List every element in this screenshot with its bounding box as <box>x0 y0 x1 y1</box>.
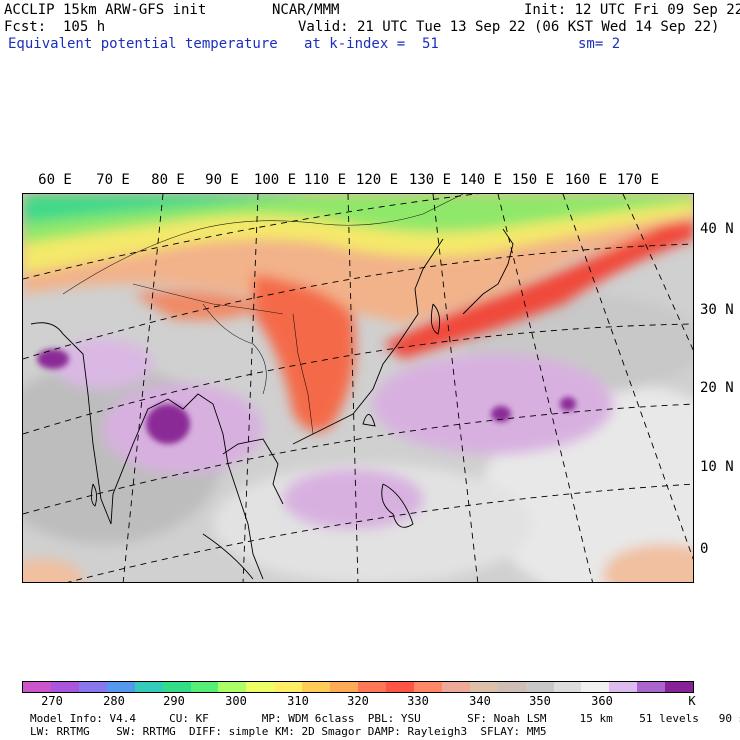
colorbar-swatch <box>274 682 303 692</box>
lat-label: 30 N <box>700 302 734 318</box>
lon-label: 130 E <box>408 172 452 188</box>
org-label: NCAR/MMM <box>272 2 340 18</box>
colorbar-tick: 360 <box>591 694 613 708</box>
colorbar-units: K <box>688 694 696 708</box>
colorbar-tick: 270 <box>41 694 63 708</box>
colorbar-swatch <box>302 682 331 692</box>
model-title: ACCLIP 15km ARW-GFS init <box>4 2 207 18</box>
colorbar-swatch <box>78 682 107 692</box>
colorbar <box>22 681 694 693</box>
colorbar-swatch <box>637 682 666 692</box>
colorbar-swatch <box>665 682 694 692</box>
colorbar-swatch <box>23 682 51 692</box>
colorbar-swatch <box>497 682 526 692</box>
colorbar-swatch <box>162 682 191 692</box>
colorbar-swatch <box>246 682 275 692</box>
colorbar-tick: 280 <box>103 694 125 708</box>
colorbar-tick: 340 <box>469 694 491 708</box>
lon-label: 60 E <box>38 172 72 188</box>
smoothing-label: sm= 2 <box>578 36 621 52</box>
colorbar-swatch <box>413 682 442 692</box>
lon-label: 90 E <box>205 172 239 188</box>
lat-label: 0 <box>700 541 709 557</box>
colorbar-swatch <box>441 682 470 692</box>
forecast-hour: Fcst: 105 h <box>4 19 106 35</box>
colorbar-swatch <box>385 682 414 692</box>
colorbar-swatch <box>609 682 638 692</box>
lat-label: 20 N <box>700 380 734 396</box>
valid-time: Valid: 21 UTC Tue 13 Sep 22 (06 KST Wed … <box>298 19 720 35</box>
colorbar-swatch <box>469 682 498 692</box>
lon-label: 160 E <box>564 172 608 188</box>
model-info-line2: LW: RRTMG SW: RRTMG DIFF: simple KM: 2D … <box>30 725 547 738</box>
colorbar-swatch <box>106 682 135 692</box>
colorbar-swatch <box>330 682 359 692</box>
colorbar-swatch <box>134 682 163 692</box>
lon-label: 110 E <box>303 172 347 188</box>
colorbar-swatch <box>581 682 610 692</box>
theta-e-map <box>22 193 694 583</box>
lat-label: 10 N <box>700 459 734 475</box>
lon-label: 150 E <box>511 172 555 188</box>
colorbar-swatch <box>190 682 219 692</box>
init-time: Init: 12 UTC Fri 09 Sep 22 <box>524 2 740 18</box>
colorbar-swatch <box>525 682 554 692</box>
colorbar-tick: 290 <box>163 694 185 708</box>
level-label: at k-index = 51 <box>304 36 439 52</box>
colorbar-tick: 310 <box>287 694 309 708</box>
lon-label: 120 E <box>355 172 399 188</box>
colorbar-tick: 350 <box>529 694 551 708</box>
colorbar-tick: 300 <box>225 694 247 708</box>
borders <box>62 194 464 435</box>
colorbar-swatch <box>218 682 247 692</box>
field-name: Equivalent potential temperature <box>8 36 278 52</box>
colorbar-swatch <box>553 682 582 692</box>
colorbar-tick: 320 <box>347 694 369 708</box>
lon-label: 80 E <box>151 172 185 188</box>
lat-label: 40 N <box>700 221 734 237</box>
coastlines <box>30 228 514 580</box>
lon-label: 170 E <box>616 172 660 188</box>
lon-label: 70 E <box>96 172 130 188</box>
model-info-line1: Model Info: V4.4 CU: KF MP: WDM 6class P… <box>30 712 740 725</box>
lon-label: 140 E <box>459 172 503 188</box>
lon-label: 100 E <box>253 172 297 188</box>
colorbar-swatch <box>50 682 79 692</box>
colorbar-tick: 330 <box>407 694 429 708</box>
graticule <box>23 194 693 582</box>
colorbar-swatch <box>358 682 386 692</box>
